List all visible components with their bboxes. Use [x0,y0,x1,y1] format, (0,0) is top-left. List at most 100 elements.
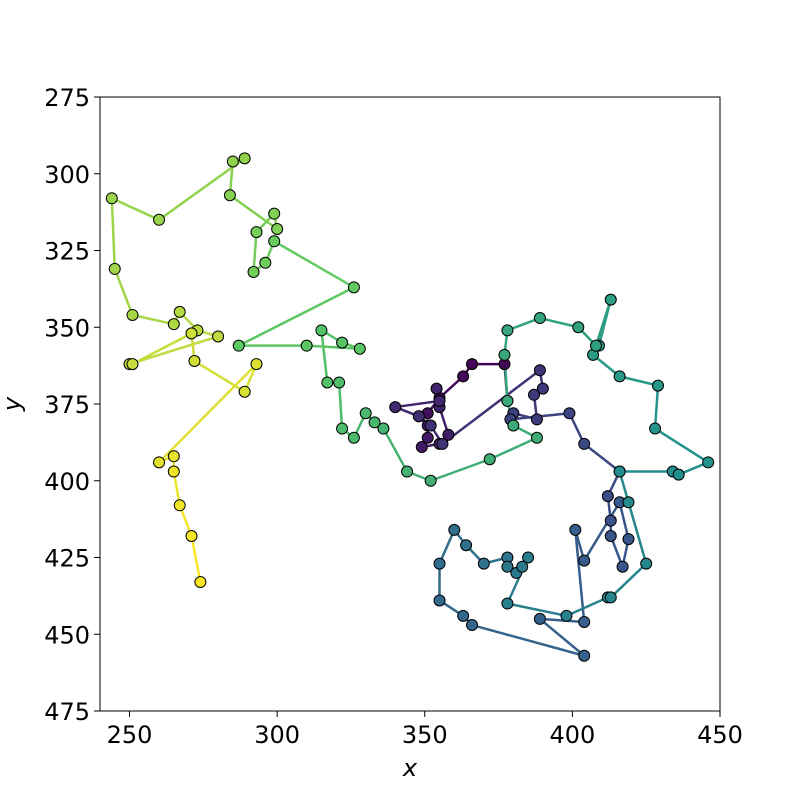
point [353,342,366,355]
path-segment [583,442,621,473]
path-segment [609,562,648,599]
path-segment [539,617,585,657]
path-segment [565,596,609,617]
path-segment [441,369,541,445]
point [167,318,180,331]
x-axis-label: x [402,754,418,782]
y-tick-label: 375 [44,391,90,419]
point [126,308,139,321]
y-tick-label: 400 [44,468,90,496]
point [377,422,390,435]
point [333,376,346,389]
y-tick-label: 325 [44,238,90,266]
path-segment [539,617,585,624]
point [185,530,198,543]
point [359,407,372,420]
point [501,394,514,407]
point [401,465,414,478]
path-segment [129,335,219,366]
point [188,355,201,368]
point [533,364,546,377]
point [448,523,461,536]
point [613,465,626,478]
path-segment [594,299,612,347]
y-axis-label: y [0,396,26,412]
path-segment [111,197,160,221]
path-segment [193,359,246,393]
point [433,557,446,570]
y-tick-label: 350 [44,314,90,342]
point [457,370,470,383]
point [604,530,617,543]
point [501,560,514,573]
path-segment [337,382,344,429]
point [560,609,573,622]
point [522,551,535,564]
y-tick-label: 475 [44,698,90,726]
x-tick-label: 450 [697,721,743,749]
point [507,419,520,432]
point [578,437,591,450]
point [421,431,434,444]
point [652,379,664,392]
path-segment [382,427,409,473]
point [477,557,490,570]
path-segment [320,330,329,383]
point [347,281,360,294]
path-segment [273,240,355,289]
point [108,262,121,275]
point [536,382,549,395]
point [483,453,496,466]
path-segment [252,231,258,273]
path-segment [438,529,456,565]
point [415,440,428,453]
point [212,330,225,343]
point [604,514,617,527]
point [466,358,478,371]
point [412,410,425,423]
point [232,339,245,352]
point [167,465,180,478]
path-segment [113,268,134,316]
y-tick-label: 425 [44,545,90,573]
point [498,348,511,361]
point [604,293,617,306]
path-segment [489,436,538,461]
point [601,490,614,503]
point [259,256,272,269]
point [604,591,617,604]
point [105,192,118,205]
x-tick-label: 250 [107,721,153,749]
point [126,358,139,371]
point [347,431,360,444]
point [457,609,470,622]
point [250,358,263,371]
point [436,437,449,450]
path-segment [190,535,202,583]
point [153,213,166,226]
point [223,189,236,202]
point [185,327,198,340]
path-segment [395,399,440,409]
y-tick-label: 300 [44,161,90,189]
path-segment [653,385,660,429]
path-segment [430,458,491,482]
point [321,376,334,389]
point [578,615,591,628]
path-segment [507,602,567,618]
point [226,155,239,168]
point [315,324,328,337]
point [250,226,263,239]
path-segment [574,529,586,623]
point [268,235,281,248]
point [238,385,251,398]
point [572,321,585,334]
point [424,474,437,487]
path-segment [583,501,621,562]
point [501,324,514,337]
point [153,456,166,469]
point [533,312,546,325]
path-segment [158,157,246,221]
point [173,499,186,512]
